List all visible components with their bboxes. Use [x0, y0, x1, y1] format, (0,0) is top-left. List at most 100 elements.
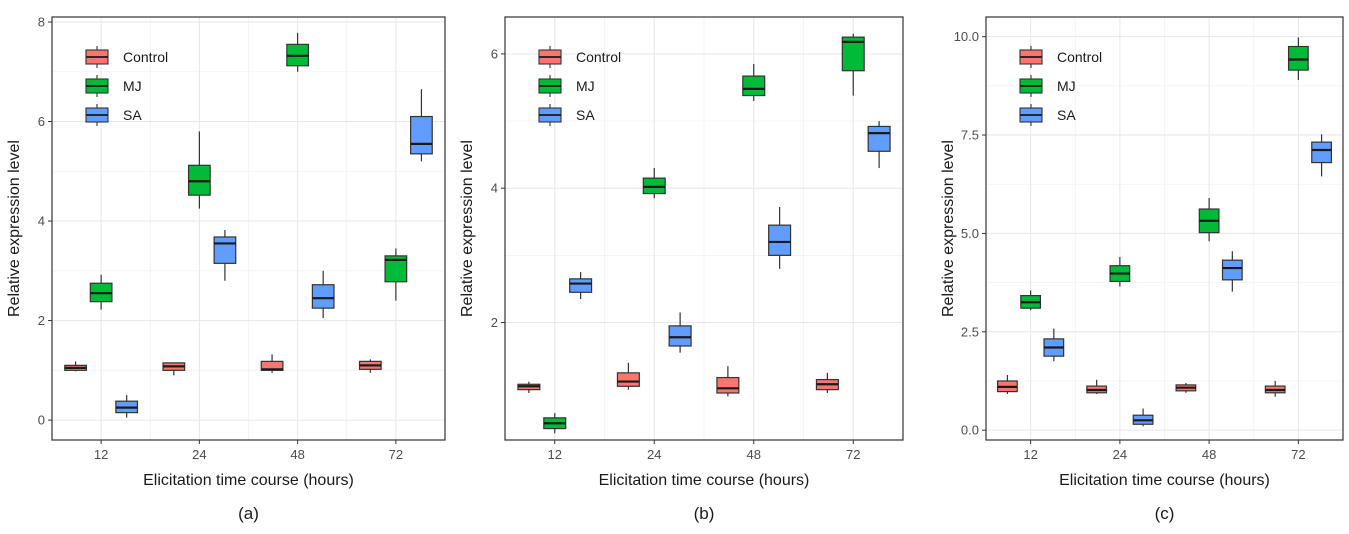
- box-control-12: [997, 375, 1018, 394]
- x-tick-label: 72: [1291, 447, 1305, 462]
- box-sa-12: [569, 272, 593, 299]
- x-tick-label: 72: [389, 447, 403, 462]
- box-mj-24: [642, 168, 666, 199]
- x-tick-label: 24: [647, 447, 661, 462]
- x-tick-label: 48: [1202, 447, 1216, 462]
- box-mj-72: [841, 33, 865, 96]
- legend-key-sa: [85, 104, 109, 126]
- legend-label-mj: MJ: [1057, 78, 1076, 94]
- box-mj-12: [543, 413, 567, 434]
- x-tick-label: 48: [290, 447, 304, 462]
- y-axis-title: Relative expression level: [459, 140, 476, 317]
- box-body: [867, 125, 891, 152]
- y-axis-title: Relative expression level: [940, 140, 957, 317]
- box-body: [668, 325, 692, 347]
- x-tick-label: 24: [192, 447, 206, 462]
- box-control-12: [517, 381, 541, 393]
- box-sa-24: [213, 229, 237, 281]
- box-control-24: [616, 362, 640, 390]
- box-control-48: [716, 366, 740, 397]
- box-body: [742, 75, 766, 97]
- x-tick-label: 12: [548, 447, 562, 462]
- legend-key-control: [85, 46, 109, 68]
- box-body: [716, 376, 740, 394]
- box-mj-48: [1198, 198, 1220, 242]
- panel-frame: [985, 16, 1344, 441]
- legend-key-mj: [1019, 75, 1043, 97]
- y-tick-label: 0: [38, 413, 45, 428]
- y-tick-label: 8: [38, 14, 45, 29]
- box-control-72: [358, 359, 382, 373]
- box-sa-72: [410, 89, 433, 162]
- y-tick-label: 6: [38, 114, 45, 129]
- y-axis-title: Relative expression level: [6, 140, 23, 317]
- y-tick-label: 10.0: [954, 29, 979, 44]
- legend-key-sa: [1019, 104, 1043, 126]
- box-sa-72: [1311, 134, 1332, 177]
- box-sa-72: [867, 121, 891, 169]
- y-tick-label: 2: [38, 313, 45, 328]
- legend-label-sa: SA: [1057, 107, 1076, 123]
- x-tick-label: 12: [94, 447, 108, 462]
- box-body: [616, 372, 640, 387]
- legend-label-control: Control: [1057, 49, 1102, 65]
- legend-key-mj: [85, 75, 109, 97]
- box-sa-12: [1043, 328, 1065, 362]
- box-sa-48: [768, 207, 792, 269]
- box-control-24: [162, 362, 186, 376]
- y-tick-label: 4: [491, 181, 498, 196]
- x-axis-title: Elicitation time course (hours): [143, 472, 354, 489]
- box-sa-24: [668, 312, 692, 353]
- x-tick-label: 24: [1113, 447, 1127, 462]
- box-body: [569, 278, 593, 293]
- box-mj-12: [89, 274, 113, 310]
- legend-label-mj: MJ: [576, 78, 595, 94]
- panel-frame: [504, 16, 904, 441]
- y-tick-label: 7.5: [961, 128, 979, 143]
- box-sa-24: [1132, 408, 1154, 427]
- box-control-24: [1086, 379, 1108, 394]
- box-control-72: [815, 372, 839, 393]
- legend-label-sa: SA: [123, 107, 142, 123]
- box-control-48: [260, 354, 284, 373]
- y-tick-label: 2.5: [961, 324, 979, 339]
- box-mj-48: [742, 64, 766, 101]
- x-tick-label: 12: [1023, 447, 1037, 462]
- y-tick-label: 4: [38, 214, 45, 229]
- box-body: [311, 284, 335, 309]
- panel-2: 0.0 2.5 5.0 7.5 10.0 12 24 48 72 Elicitation time…: [940, 16, 1344, 523]
- box-sa-48: [1221, 251, 1243, 292]
- box-mj-24: [1109, 257, 1131, 287]
- y-tick-label: 6: [491, 46, 498, 61]
- legend-label-sa: SA: [576, 107, 595, 123]
- box-body: [768, 224, 792, 256]
- legend-key-sa: [538, 104, 562, 126]
- box-body: [1311, 141, 1332, 164]
- box-body: [213, 236, 237, 264]
- legend: Control MJ SA: [1019, 46, 1102, 126]
- legend: Control MJ SA: [538, 46, 621, 126]
- panel-label: (b): [694, 504, 715, 523]
- legend-label-control: Control: [576, 49, 621, 65]
- box-body: [384, 255, 408, 283]
- box-body: [1287, 45, 1309, 71]
- legend-label-control: Control: [123, 49, 168, 65]
- box-mj-24: [187, 131, 211, 209]
- box-control-72: [1264, 380, 1286, 397]
- box-body: [410, 115, 433, 155]
- panel-frame: [51, 16, 446, 441]
- panel-label: (c): [1155, 504, 1175, 523]
- y-tick-label: 2: [491, 315, 498, 330]
- legend-key-control: [538, 46, 562, 68]
- box-control-12: [64, 361, 87, 372]
- x-axis-title: Elicitation time course (hours): [599, 472, 810, 489]
- y-tick-label: 0.0: [961, 423, 979, 438]
- legend-key-mj: [538, 75, 562, 97]
- box-sa-12: [115, 395, 139, 418]
- box-mj-48: [286, 32, 310, 72]
- legend-label-mj: MJ: [123, 78, 142, 94]
